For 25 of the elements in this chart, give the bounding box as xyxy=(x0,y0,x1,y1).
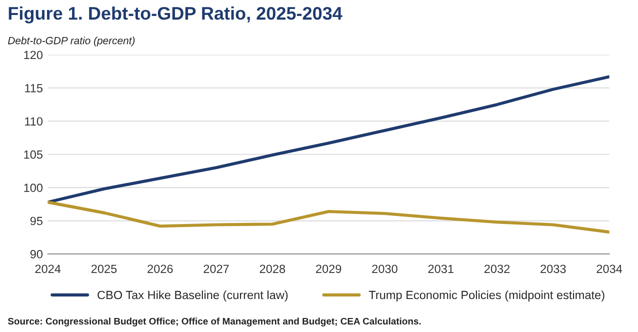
x-tick-label: 2029 xyxy=(316,264,342,274)
y-tick-label: 110 xyxy=(25,117,43,126)
y-tick-label: 120 xyxy=(24,50,43,60)
x-tick-label: 2031 xyxy=(428,264,454,274)
line-series xyxy=(48,200,610,234)
x-tick-label: 2025 xyxy=(91,264,117,274)
x-tick-label: 2030 xyxy=(372,264,398,274)
legend-label: CBO Tax Hike Baseline (current law) xyxy=(98,290,288,302)
y-tick-label: 90 xyxy=(30,250,43,258)
line-series xyxy=(48,75,610,204)
y-tick-label: 100 xyxy=(24,184,43,192)
y-tick-label: 105 xyxy=(24,150,42,159)
legend-label: Trump Economic Policies (midpoint estimate) xyxy=(368,290,604,302)
y-tick-label: 95 xyxy=(30,216,42,226)
y-tick-label: 115 xyxy=(25,84,42,92)
source-note: Source: Congressional Budget Office; Office of Management and Budget; CEA Calculations. xyxy=(8,318,421,326)
x-tick-label: 2032 xyxy=(484,264,510,274)
x-tick-label: 2024 xyxy=(35,264,61,274)
x-tick-label: 2026 xyxy=(148,264,173,274)
chart-title: Figure 1. Debt-to-GDP Ratio, 2025-2034 xyxy=(8,6,342,24)
x-tick-label: 2033 xyxy=(540,264,566,274)
x-tick-label: 2027 xyxy=(204,264,229,274)
x-tick-label: 2034 xyxy=(596,264,622,274)
y-axis-title: Debt-to-GDP ratio (percent) xyxy=(8,36,135,46)
x-tick-label: 2028 xyxy=(260,264,286,274)
